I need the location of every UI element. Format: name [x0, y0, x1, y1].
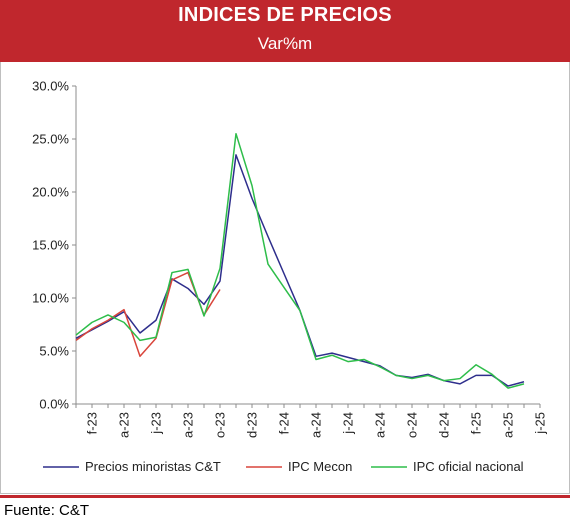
chart-subtitle: Var%m [257, 34, 313, 53]
chart-area: 0.0% 5.0% 10.0% 15.0% 20.0% 25.0% 30.0% f-23 a-2… [0, 62, 570, 494]
y-tick-label: 10.0% [32, 291, 69, 306]
series-line-3 [75, 132, 525, 389]
x-tick-label: j-25 [533, 412, 548, 435]
source-note: Fuente: C&T [4, 502, 90, 519]
footer-rule [0, 495, 570, 498]
legend-label: IPC Mecon [288, 459, 352, 474]
y-tick-label: 20.0% [32, 185, 69, 200]
x-tick-label: a-24 [309, 412, 324, 438]
x-tick-label: f-23 [85, 412, 100, 434]
x-tick-label: o-24 [405, 412, 420, 438]
x-tick-label: f-24 [277, 412, 292, 434]
y-tick-label: 30.0% [32, 79, 69, 94]
series-line-1 [75, 154, 525, 387]
x-tick-label: o-23 [213, 412, 228, 438]
line-chart: 0.0% 5.0% 10.0% 15.0% 20.0% 25.0% 30.0% f-23 a-2… [32, 79, 548, 475]
x-tick-label: a-23 [117, 412, 132, 438]
x-tick-label: d-23 [245, 412, 260, 438]
x-tick-label: j-24 [341, 412, 356, 435]
chart-title: INDICES DE PRECIOS [178, 4, 392, 26]
x-tick-label: a-23 [181, 412, 196, 438]
legend-label: IPC oficial nacional [413, 459, 524, 474]
y-tick-label: 5.0% [39, 344, 69, 359]
x-tick-label: j-23 [149, 412, 164, 435]
series-line-2 [75, 271, 221, 358]
y-tick-label: 15.0% [32, 238, 69, 253]
x-tick-label: d-24 [437, 412, 452, 438]
chart-header: INDICES DE PRECIOS Var%m [0, 0, 570, 62]
x-tick-label: a-24 [373, 412, 388, 438]
legend-label: Precios minoristas C&T [85, 459, 221, 474]
y-tick-label: 25.0% [32, 132, 69, 147]
x-tick-label: f-25 [469, 412, 484, 434]
x-tick-label: a-25 [501, 412, 516, 438]
y-tick-label: 0.0% [39, 397, 69, 412]
